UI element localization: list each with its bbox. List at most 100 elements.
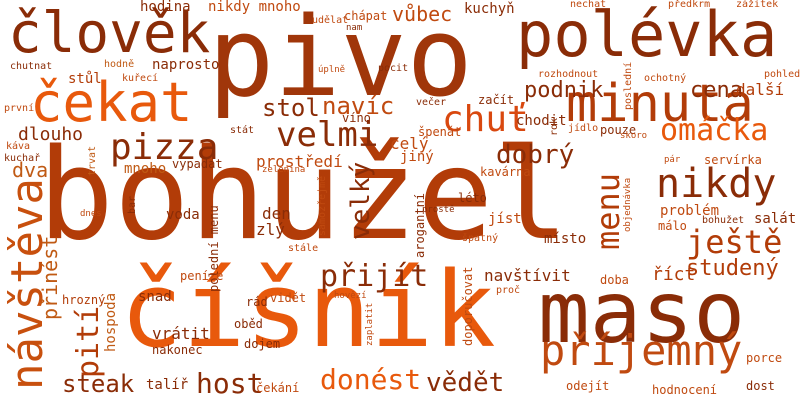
word-trvat: trvat	[87, 145, 98, 176]
word-kava: káva	[6, 141, 31, 152]
word-nikdy-mnoho: nikdy mnoho	[208, 0, 301, 15]
word-uplne: úplně	[318, 65, 346, 75]
word-malo: málo	[658, 219, 687, 233]
word-poledni-menu: polední menu	[207, 205, 221, 292]
word-studeny: studený	[686, 256, 779, 281]
word-nikdy: nikdy	[656, 161, 777, 207]
word-prinest: přinést	[38, 235, 62, 320]
word-zaplatit: zaplatit	[365, 302, 375, 346]
word-den: den	[262, 204, 291, 223]
word-porce: porce	[746, 351, 783, 365]
word-rok: rok	[549, 117, 560, 136]
word-vedet: vědět	[426, 368, 505, 398]
word-prvni: první	[4, 103, 35, 114]
word-par: pár	[664, 155, 681, 165]
word-doporucovat: doporučovat	[461, 266, 475, 346]
word-menu: menu	[589, 172, 627, 250]
word-zazitek: zážitek	[736, 0, 779, 10]
word-posledni: poslední	[623, 61, 634, 110]
word-chapat: chápat	[344, 9, 388, 23]
word-hovezi: hovězí	[334, 291, 367, 301]
word-jeste: ještě	[686, 223, 783, 261]
word-polevka: polévka	[516, 0, 778, 71]
word-pivo: pivo	[208, 0, 473, 121]
word-problem: problém	[660, 203, 720, 219]
word-dojem: dojem	[244, 337, 281, 351]
word-talir: talíř	[146, 377, 189, 393]
word-stat: stát	[230, 125, 255, 136]
word-chodit: chodit	[516, 113, 567, 129]
word-clovek: člověk	[8, 1, 211, 66]
word-jist: jíst	[488, 211, 522, 227]
word-hodne: hodně	[104, 59, 135, 70]
word-objednavka: objednávka	[623, 177, 633, 232]
word-penize: peníze	[180, 269, 224, 283]
word-nam: nam	[346, 23, 363, 33]
word-navstivit: navštívit	[484, 266, 571, 285]
word-hodnoceni: hodnocení	[652, 383, 718, 397]
word-kuchyn: kuchyň	[464, 1, 515, 17]
word-stol: stol	[262, 94, 320, 122]
word-rozhodnout: rozhodnout	[538, 69, 599, 80]
word-omacka: omáčka	[660, 113, 769, 148]
word-videt: vidět	[270, 291, 307, 305]
word-naprosto: naprosto	[152, 57, 220, 73]
word-zacit: začít	[478, 93, 515, 107]
word-host: host	[196, 367, 264, 400]
word-dobry: dobrý	[496, 140, 575, 170]
word-piti: pití	[71, 305, 106, 378]
word-cena: cena	[690, 78, 743, 103]
word-bohuzet: bohužet	[702, 215, 745, 226]
word-podnik: podnik	[524, 78, 604, 103]
word-cekani: čekání	[256, 381, 300, 395]
word-bohuzel: bohužel	[38, 121, 570, 268]
word-hrozny: hrozný	[62, 293, 106, 307]
word-odejit: odejít	[566, 379, 610, 393]
word-vypadat: vypadat	[172, 157, 223, 171]
word-mnoho: mnoho	[124, 161, 167, 177]
word-proc: proč	[496, 285, 521, 296]
word-rict: říct	[652, 264, 696, 285]
word-vratit: vrátit	[152, 324, 210, 343]
word-donest: donést	[320, 363, 422, 396]
word-prijit: přijít	[320, 259, 429, 294]
word-prostredi: prostředí	[256, 152, 343, 171]
word-zelenina: zelenina	[262, 165, 306, 175]
word-jidlo: jídlo	[568, 123, 599, 134]
word-chutnat: chutnat	[10, 61, 53, 72]
word-proste: prostě	[422, 205, 455, 215]
word-kavarna: kavárna	[480, 165, 531, 179]
word-misto: místo	[544, 231, 587, 247]
word-velmi: velmi	[276, 115, 379, 155]
word-cisnik: číšník	[120, 249, 496, 371]
word-ochotny: ochotný	[644, 73, 687, 84]
word-hodina: hodina	[140, 0, 191, 15]
word-predkrm: předkrm	[668, 0, 711, 10]
word-servirka: servírka	[704, 153, 762, 167]
word-nakonec: nakonec	[152, 343, 203, 357]
word-spatny: špatný	[462, 233, 499, 244]
word-hospoda: hospoda	[103, 292, 119, 352]
word-bar: bar	[127, 195, 138, 214]
word-cely: celý	[390, 134, 429, 153]
word-prijemny: příjemný	[540, 326, 743, 375]
word-pizza: pizza	[110, 127, 219, 168]
word-dalsi: další	[736, 80, 785, 99]
word-spenat: špenát	[418, 125, 462, 139]
word-samozrejme: samozřejmě	[317, 175, 328, 236]
word-cekat: čekat	[30, 71, 193, 134]
word-jiny: jiný	[400, 149, 434, 165]
word-pohled: pohled	[764, 69, 800, 80]
word-stale: stále	[288, 243, 319, 254]
word-pocit: pocit	[378, 63, 409, 74]
word-dost: dost	[746, 379, 775, 393]
word-obed: oběd	[234, 317, 263, 331]
word-snad: snad	[138, 289, 172, 305]
word-pouze: pouze	[600, 123, 637, 137]
word-udelat: udělat	[312, 15, 349, 26]
word-skoro: skoro	[620, 131, 648, 141]
word-vecer: večer	[416, 97, 447, 108]
word-navic: navíc	[322, 92, 395, 120]
word-nechat: nechat	[570, 0, 607, 10]
